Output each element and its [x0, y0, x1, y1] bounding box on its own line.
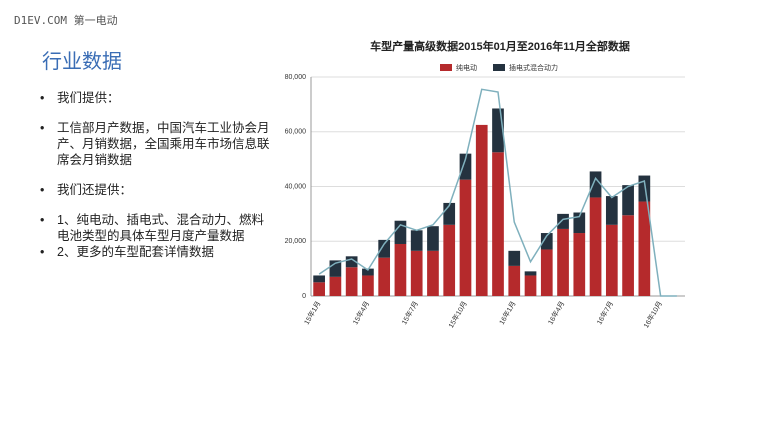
- bar-segment: [638, 201, 651, 296]
- bar-segment: [622, 185, 634, 216]
- x-tick-label: 15年10月: [446, 299, 469, 329]
- bar-segment: [589, 197, 602, 296]
- bullet: 我们提供：: [40, 90, 270, 106]
- x-tick-label: 16年4月: [546, 299, 567, 326]
- y-tick-label: 60,000: [285, 129, 307, 136]
- y-tick-label: 40,000: [285, 183, 307, 190]
- legend-swatch: [493, 64, 505, 71]
- bar-segment: [362, 275, 374, 296]
- bar-segment: [492, 152, 504, 296]
- bar-segment: [573, 233, 586, 296]
- bar-segment: [605, 196, 618, 225]
- bullet: 工信部月产数据，中国汽车工业协会月产、月销数据，全国乘用车市场信息联席会月销数据: [40, 120, 270, 168]
- bar-segment: [524, 271, 537, 276]
- bullet: 2、更多的车型配套详情数据: [40, 244, 270, 260]
- y-tick-label: 20,000: [285, 238, 307, 245]
- bar-segment: [313, 275, 325, 283]
- bar-segment: [573, 212, 586, 234]
- bar-segment: [605, 224, 618, 296]
- bar-segment: [394, 220, 407, 244]
- bar-segment: [329, 276, 342, 296]
- bar-segment: [329, 260, 342, 277]
- bar-segment: [524, 275, 537, 296]
- bar-segment: [638, 175, 651, 202]
- slide-title: 行业数据: [42, 51, 122, 73]
- x-tick-label: 15年4月: [351, 299, 372, 326]
- legend-label: 纯电动: [456, 63, 477, 72]
- x-tick-label: 16年1月: [497, 299, 518, 326]
- bar-segment: [459, 179, 472, 296]
- chart-title: 车型产量高级数据2015年01月至2016年11月全部数据: [370, 39, 630, 53]
- y-tick-label: 80,000: [285, 74, 307, 81]
- bar-segment: [378, 239, 391, 258]
- legend-swatch: [440, 64, 452, 71]
- bar-segment: [508, 250, 521, 266]
- bar-segment: [540, 233, 553, 250]
- x-tick-label: 15年1月: [302, 299, 323, 326]
- bar-segment: [410, 250, 423, 296]
- bar-segment: [508, 265, 521, 296]
- bar-segment: [459, 153, 472, 180]
- x-tick-label: 16年7月: [595, 299, 616, 326]
- trend-line: [318, 88, 677, 297]
- bullet-list: 我们提供： 工信部月产数据，中国汽车工业协会月产、月销数据，全国乘用车市场信息联…: [40, 90, 270, 274]
- bullet: 我们还提供：: [40, 182, 270, 198]
- bar-segment: [345, 256, 358, 268]
- bar-segment: [557, 213, 569, 229]
- bar-segment: [378, 257, 391, 296]
- bar-segment: [394, 243, 407, 296]
- bar-segment: [622, 215, 634, 296]
- site-label: D1EV.COM 第一电动: [14, 14, 118, 27]
- bar-segment: [540, 249, 553, 296]
- bar-segment: [589, 171, 602, 198]
- bar-segment: [557, 228, 569, 296]
- x-tick-label: 16年10月: [641, 299, 664, 329]
- bar-segment: [475, 124, 488, 296]
- bar-segment: [443, 224, 456, 296]
- bar-segment: [492, 108, 504, 153]
- x-tick-label: 15年7月: [399, 299, 420, 326]
- bar-segment: [410, 230, 423, 251]
- bullet: 1、纯电动、插电式、混合动力、燃料电池类型的具体车型月度产量数据: [40, 212, 270, 244]
- bar-segment: [427, 226, 439, 251]
- bar-segment: [345, 267, 358, 296]
- y-tick-label: 0: [302, 293, 306, 300]
- legend-label: 插电式混合动力: [509, 63, 558, 72]
- bar-segment: [362, 268, 374, 276]
- bar-segment: [427, 250, 439, 296]
- bar-segment: [313, 282, 325, 296]
- bar-segment: [443, 202, 456, 225]
